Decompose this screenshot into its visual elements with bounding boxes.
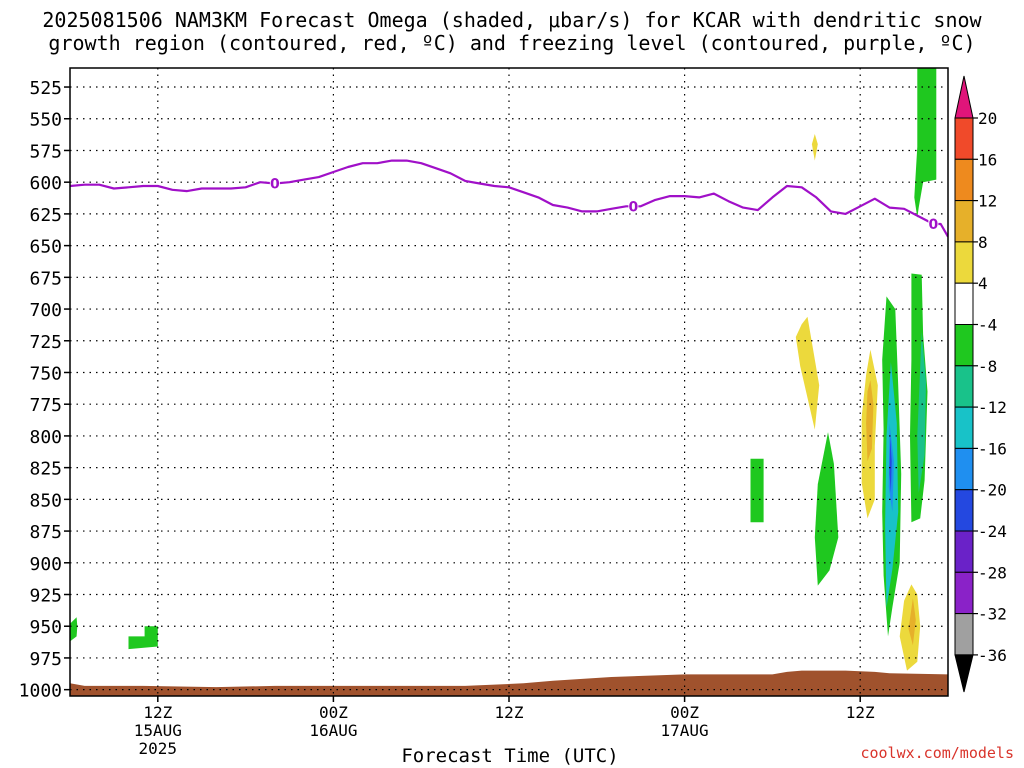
colorbar-label-13: -36 <box>978 646 1007 665</box>
terrain-fill <box>70 670 948 696</box>
y-tick-label-525: 525 <box>29 78 62 99</box>
freezing-level-label-1: 0 <box>629 199 639 215</box>
y-tick-label-625: 625 <box>29 205 62 226</box>
omega-region-0 <box>70 617 78 642</box>
omega-region-1 <box>128 626 158 650</box>
x-tick-label-6-0: 12Z <box>143 703 172 722</box>
chart-title-line2: growth region (contoured, red, ºC) and f… <box>48 31 976 55</box>
colorbar: 20 16 12 8 4 -4 -8 -12 -16 -20 -24 -28 -32 -36 <box>954 75 1007 693</box>
y-tick-label-675: 675 <box>29 268 62 289</box>
x-tick-label-30-0: 12Z <box>495 703 524 722</box>
colorbar-arrow-bottom <box>954 654 974 693</box>
colorbar-bin-9 <box>954 447 974 491</box>
omega-region-13 <box>908 598 916 646</box>
colorbar-bin-6 <box>954 324 974 367</box>
colorbar-label-11: -28 <box>978 563 1007 582</box>
freezing-label-bg-0 <box>269 176 280 191</box>
plot-area: 0 0 0 <box>70 68 948 696</box>
y-tick-label-725: 725 <box>29 332 62 353</box>
y-tick-label-600: 600 <box>29 173 62 194</box>
freezing-level-label-0: 0 <box>270 176 280 192</box>
chart-title-line1: 2025081506 NAM3KM Forecast Omega (shaded… <box>42 8 982 32</box>
y-tick-label-875: 875 <box>29 522 62 543</box>
colorbar-label-9: -20 <box>978 481 1007 500</box>
x-axis-title: Forecast Time (UTC) <box>401 745 619 767</box>
x-tick-label-42-0: 00Z <box>670 703 699 722</box>
colorbar-label-8: -16 <box>978 439 1007 458</box>
colorbar-label-4: 4 <box>978 274 988 293</box>
omega-region-7 <box>866 380 874 462</box>
plot-content: 0 0 0 <box>70 68 948 696</box>
y-tick-label-975: 975 <box>29 649 62 670</box>
colorbar-bin-8 <box>954 406 974 449</box>
omega-region-16 <box>914 68 937 218</box>
freezing-label-bg-1 <box>628 199 639 214</box>
colorbar-label-1: 16 <box>978 150 997 169</box>
y-tick-label-825: 825 <box>29 459 62 480</box>
x-tick-label-42-1: 17AUG <box>661 721 709 740</box>
y-tick-label-575: 575 <box>29 141 62 162</box>
x-tick-label-6-2: 2025 <box>139 739 178 758</box>
colorbar-label-6: -8 <box>978 357 997 376</box>
freezing-level-line <box>70 159 948 238</box>
colorbar-label-5: -4 <box>978 316 997 335</box>
y-tick-label-700: 700 <box>29 300 62 321</box>
colorbar-arrow-top <box>954 75 974 119</box>
x-tick-label-18-0: 00Z <box>319 703 348 722</box>
y-tick-label-800: 800 <box>29 427 62 448</box>
colorbar-bin-4 <box>954 241 974 284</box>
y-tick-label-925: 925 <box>29 586 62 607</box>
axes: 525 550 575 600 625 650 675 700 725 750 775 800 825 8… <box>19 67 949 758</box>
colorbar-label-0: 20 <box>978 109 997 128</box>
x-tick-label-6-1: 15AUG <box>134 721 182 740</box>
colorbar-label-10: -24 <box>978 522 1007 541</box>
colorbar-bin-10 <box>954 489 974 532</box>
x-tick-label-54-0: 12Z <box>846 703 875 722</box>
freezing-level-label-2: 0 <box>928 217 938 233</box>
credit-link[interactable]: coolwx.com/models <box>860 744 1014 762</box>
colorbar-bin-13 <box>954 613 974 656</box>
y-tick-label-900: 900 <box>29 554 62 575</box>
x-tick-label-18-1: 16AUG <box>309 721 357 740</box>
colorbar-bin-12 <box>954 571 974 615</box>
omega-region-3 <box>795 316 820 430</box>
y-tick-label-850: 850 <box>29 490 62 511</box>
freezing-label-bg-2 <box>928 217 939 232</box>
y-tick-label-950: 950 <box>29 617 62 638</box>
colorbar-bin-2 <box>954 158 974 202</box>
colorbar-label-3: 8 <box>978 233 988 252</box>
omega-region-5 <box>814 432 839 586</box>
omega-region-15 <box>917 331 926 493</box>
omega-region-4 <box>750 458 764 523</box>
colorbar-label-7: -12 <box>978 398 1007 417</box>
y-tick-label-650: 650 <box>29 237 62 258</box>
colorbar-bin-5 <box>954 282 974 326</box>
y-tick-label-550: 550 <box>29 110 62 131</box>
y-tick-label-775: 775 <box>29 395 62 416</box>
colorbar-bin-11 <box>954 530 974 573</box>
y-tick-label-750: 750 <box>29 363 62 384</box>
colorbar-bin-7 <box>954 365 974 408</box>
omega-region-11 <box>889 435 892 493</box>
colorbar-label-2: 12 <box>978 192 997 211</box>
colorbar-label-12: -32 <box>978 605 1007 624</box>
colorbar-bin-1 <box>954 117 974 160</box>
colorbar-bin-3 <box>954 200 974 243</box>
y-tick-label-1000: 1000 <box>19 681 62 702</box>
omega-region-2 <box>811 134 818 161</box>
